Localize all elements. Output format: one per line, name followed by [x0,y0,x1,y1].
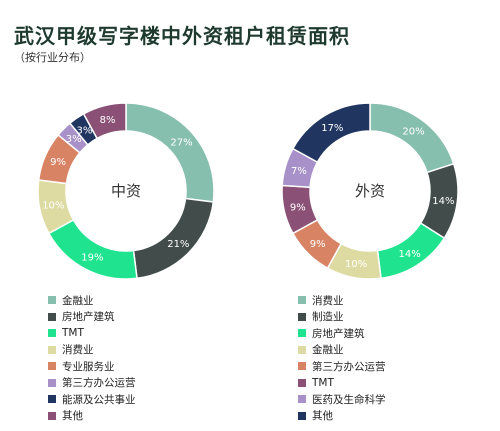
donut-0-label-4: 9% [50,157,66,168]
legend-swatch [48,411,56,420]
legend-item: 其他 [298,408,386,425]
donut-0-label-1: 21% [167,239,189,250]
legend-item: 金融业 [298,342,386,359]
legend-swatch [298,329,306,338]
legend-swatch [48,362,56,371]
chart-subtitle: （按行业分布） [14,51,91,64]
donut-1-label-3: 10% [345,259,367,270]
legend-item: 第三方办公运营 [298,358,386,375]
legend-swatch [298,296,306,305]
legend-swatch [48,312,56,321]
donut-0-slice-2 [47,218,138,280]
legend-label: 第三方办公运营 [62,377,136,390]
legend-swatch [298,378,306,387]
legend-swatch [298,411,306,420]
donut-1-slice-0 [369,102,455,174]
donut-1-center-label: 外资 [355,182,385,200]
donut-1-label-4: 9% [310,239,326,250]
legend-item: 专业服务业 [48,358,136,375]
donut-1-label-6: 7% [291,166,307,177]
legend-swatch [48,345,56,354]
legend-label: 金融业 [312,344,344,357]
donut-0-label-7: 8% [100,115,116,126]
legend-item: TMT [298,375,386,392]
legend-label: 其他 [62,410,83,423]
legend-label: TMT [62,327,84,340]
legend-item: 房地产建筑 [48,309,136,326]
legend-label: 医药及生命科学 [312,393,386,406]
legend-swatch [298,345,306,354]
legend-item: 金融业 [48,292,136,309]
legend-label: 金融业 [62,294,94,307]
legend-item: 其他 [48,408,136,425]
legend-swatch [298,362,306,371]
legend-item: 第三方办公运营 [48,375,136,392]
donut-0-label-0: 27% [170,138,192,149]
legend-swatch [298,312,306,321]
donut-0-slice-7 [82,102,127,140]
donut-0-label-2: 19% [81,252,103,263]
legend-label: 第三方办公运营 [312,360,386,373]
legend-swatch [48,296,56,305]
donut-1-slice-7 [291,102,371,164]
legend-label: 消费业 [312,294,344,307]
donut-1-label-7: 17% [321,123,343,134]
legend-label: 消费业 [62,344,94,357]
legend-item: 消费业 [298,292,386,309]
donut-1-label-1: 14% [432,196,454,207]
legend-item: 能源及公共事业 [48,391,136,408]
legend-label: 专业服务业 [62,360,115,373]
donut-0-label-3: 10% [42,200,64,211]
donut-1-label-0: 20% [402,127,424,138]
legend-swatch [48,329,56,338]
legend-label: 制造业 [312,311,344,324]
legend-item: 制造业 [298,309,386,326]
legend-foreign: 消费业制造业房地产建筑金融业第三方办公运营 TMT 医药及生命科学 其他 [298,292,386,424]
legend-label: 房地产建筑 [312,327,365,340]
donut-0-label-6: 3% [76,125,92,136]
donut-1-label-2: 14% [399,249,421,260]
donut-1-label-5: 9% [290,203,306,214]
legend-label: TMT [312,376,334,389]
legend-item: 房地产建筑 [298,325,386,342]
legend-domestic: 金融业房地产建筑 TMT 消费业专业服务业第三方办公运营 能源及公共事业 其他 [48,292,136,424]
donut-0-center-label: 中资 [111,182,141,200]
legend-swatch [298,395,306,404]
legend-label: 能源及公共事业 [62,393,136,406]
legend-label: 其他 [312,410,333,423]
legend-item: TMT [48,325,136,342]
legend-swatch [48,395,56,404]
chart-title: 武汉甲级写字楼中外资租户租赁面积 [14,24,350,48]
legend-item: 医药及生命科学 [298,391,386,408]
donut-0-label-5: 3% [66,134,82,145]
legend-label: 房地产建筑 [62,311,115,324]
legend-item: 消费业 [48,342,136,359]
legend-swatch [48,378,56,387]
